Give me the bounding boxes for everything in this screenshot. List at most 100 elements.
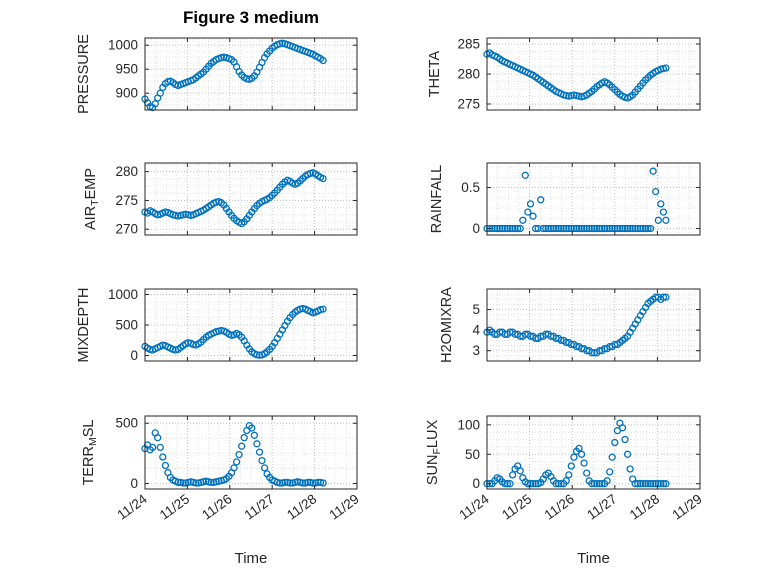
data-point (493, 224, 501, 233)
data-point (531, 480, 540, 488)
data-point (644, 480, 652, 488)
y-tick-label: 4 (472, 323, 480, 338)
data-point (662, 216, 670, 224)
data-point (629, 224, 637, 233)
data-point (506, 480, 514, 488)
data-point (659, 480, 668, 488)
x-tick-label: 11/29 (326, 491, 361, 522)
scatter-series (141, 422, 327, 487)
data-point (636, 224, 645, 233)
data-point (281, 478, 289, 487)
data-point (618, 424, 627, 432)
data-point (662, 293, 670, 301)
data-point (319, 305, 327, 313)
axes-box (486, 288, 701, 362)
data-point (238, 442, 246, 450)
data-point (616, 224, 624, 233)
data-point (552, 480, 560, 488)
data-point (595, 224, 604, 233)
data-point (652, 480, 660, 488)
data-point (319, 479, 327, 487)
data-point (623, 224, 632, 233)
y-tick-label: 100 (457, 417, 480, 432)
data-point (641, 224, 650, 233)
data-point (606, 224, 614, 233)
subplot-TERR_MSL: 0 500 11/24 11/25 11/26 11/27 11/28 11/29 TERRMS… (81, 415, 362, 523)
x-tick-label: 11/26 (199, 491, 234, 522)
subplot-AIR_TEMP: 270 275 280 AIRTEMP (83, 162, 358, 237)
x-tick-label: 11/24 (456, 491, 492, 523)
data-point (260, 464, 269, 472)
data-point (161, 461, 170, 470)
data-point (304, 478, 312, 487)
data-point (516, 224, 524, 233)
data-point (503, 224, 512, 233)
data-point (611, 438, 619, 447)
data-point (554, 224, 563, 233)
data-point (644, 224, 652, 233)
data-point (529, 480, 537, 488)
data-point (560, 224, 568, 233)
axis-ticks (144, 416, 358, 489)
subplot-THETA: 275 280 285 THETA (427, 37, 701, 112)
data-point (626, 465, 634, 473)
data-point (662, 480, 670, 488)
data-point (588, 224, 596, 233)
data-point (608, 224, 616, 233)
data-point (600, 224, 609, 233)
data-point (554, 480, 563, 488)
y-tick-label: 5 (472, 302, 480, 317)
subplot-RAINFALL: 0 0.5 RAINFALL (429, 162, 701, 236)
axis-ticks (144, 38, 358, 110)
data-point (501, 480, 509, 488)
data-point (286, 479, 294, 487)
x-tick-label: 11/29 (669, 491, 704, 522)
grid (487, 163, 700, 235)
data-point (639, 224, 647, 233)
data-point (659, 208, 668, 216)
scatter-series (483, 293, 670, 357)
y-axis-label: AIRTEMP (83, 168, 101, 230)
axes-box (486, 415, 701, 490)
data-point (659, 293, 668, 301)
data-point (603, 224, 611, 233)
axis-ticks (144, 163, 358, 235)
axis-ticks (486, 38, 701, 110)
data-point (583, 224, 591, 233)
data-point (631, 224, 639, 233)
data-point (585, 224, 593, 233)
data-point (634, 480, 642, 488)
data-point (657, 480, 665, 488)
data-point (508, 224, 517, 233)
data-point (636, 480, 645, 488)
y-tick-label: 0 (472, 476, 480, 491)
y-tick-label: 0 (130, 476, 138, 491)
y-axis-label: SUNFLUX (425, 420, 443, 486)
data-point (552, 224, 560, 233)
y-tick-label: 275 (115, 193, 138, 208)
data-point (524, 208, 532, 216)
data-point (646, 224, 655, 233)
data-point (580, 459, 588, 467)
data-point (531, 224, 540, 233)
data-point (652, 187, 660, 196)
data-point (148, 443, 157, 452)
data-point (570, 224, 578, 233)
data-point (519, 216, 527, 224)
data-point (240, 434, 248, 442)
data-point (639, 480, 647, 488)
data-point (649, 480, 657, 488)
data-point (299, 479, 307, 487)
y-tick-label: 500 (115, 416, 138, 431)
grid (145, 289, 357, 361)
x-tick-label: 11/25 (157, 491, 192, 522)
data-point (557, 224, 565, 233)
data-point (276, 479, 284, 487)
y-tick-label: 950 (115, 62, 138, 77)
data-point (319, 56, 327, 65)
data-point (309, 479, 317, 487)
data-point (595, 480, 604, 488)
data-point (537, 196, 545, 204)
x-tick-label: 11/27 (242, 491, 277, 522)
data-point (657, 200, 665, 208)
